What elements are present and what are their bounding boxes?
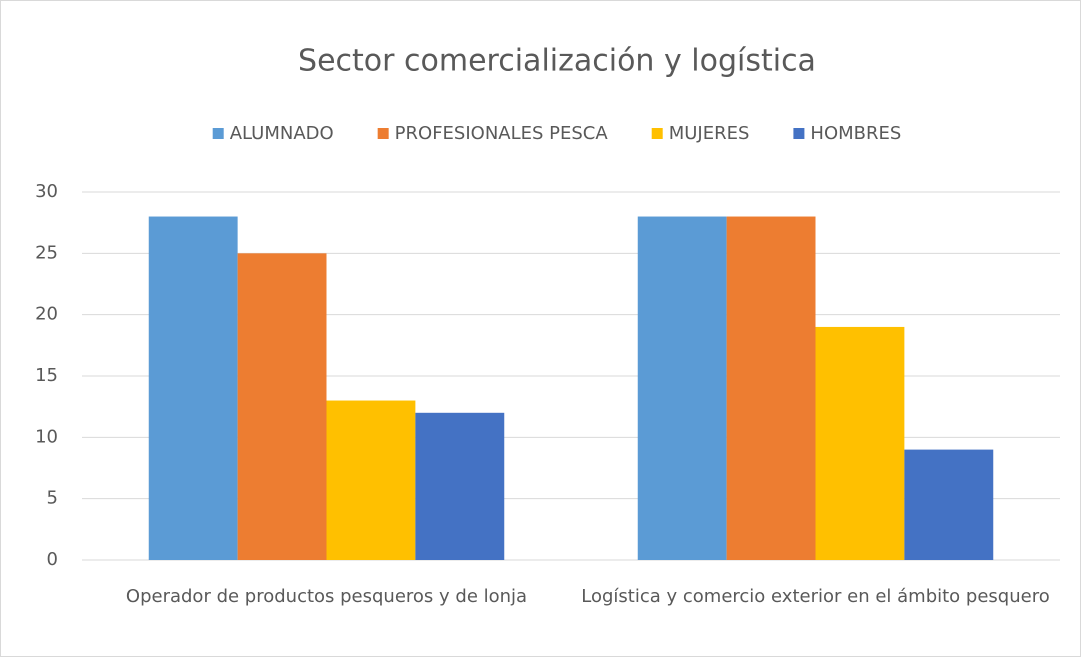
legend-swatch	[651, 128, 663, 139]
y-tick-label: 10	[35, 426, 58, 447]
legend-label: PROFESIONALES PESCA	[395, 123, 609, 144]
legend-swatch	[212, 128, 224, 139]
legend-label: ALUMNADO	[230, 123, 334, 144]
chart-title: Sector comercialización y logística	[298, 44, 816, 79]
bar	[415, 412, 505, 560]
y-tick-label: 5	[47, 488, 58, 509]
y-tick-label: 15	[35, 365, 58, 386]
y-tick-label: 0	[47, 549, 58, 570]
bar	[148, 216, 238, 561]
x-tick-label: Operador de productos pesqueros y de lon…	[125, 586, 528, 607]
bar	[726, 216, 816, 561]
bar	[637, 216, 727, 561]
bar	[904, 449, 994, 560]
y-tick-label: 30	[35, 181, 58, 202]
y-tick-label: 20	[35, 304, 58, 325]
bar	[815, 326, 905, 560]
x-tick-label: Logística y comercio exterior en el ámbi…	[581, 586, 1050, 607]
bar	[326, 400, 416, 560]
legend-swatch	[377, 128, 389, 139]
y-tick-label: 25	[35, 242, 58, 263]
bar	[237, 253, 327, 561]
legend-swatch	[793, 128, 805, 139]
legend-label: HOMBRES	[810, 123, 901, 144]
legend-label: MUJERES	[669, 123, 750, 144]
